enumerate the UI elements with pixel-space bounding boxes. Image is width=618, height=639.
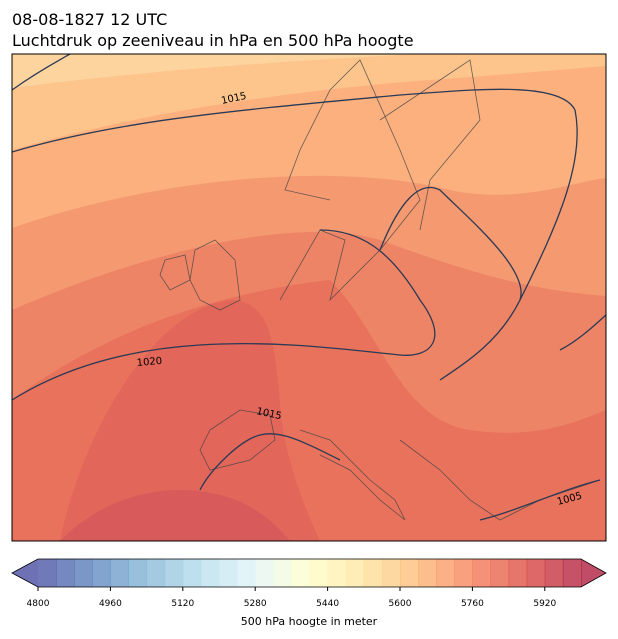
colorbar: 4800 4960 5120 5280 5440 5600 5760 5920 (11, 558, 607, 609)
colorbar-segment (490, 559, 510, 587)
colorbar-segment (237, 559, 256, 587)
colorbar-segment (200, 559, 220, 587)
isobar-label-group: 1015 1020 1015 1005 (136, 91, 583, 508)
colorbar-segment (164, 559, 184, 587)
title-date: 08-08-1827 12 UTC (12, 10, 167, 29)
map-area: 1015 1020 1015 1005 (12, 54, 606, 541)
colorbar-segment (309, 559, 329, 587)
colorbar-segment (400, 559, 419, 587)
colorbar-segment (345, 559, 365, 587)
isobar-label: 1015 (220, 91, 247, 107)
colorbar-frame (11, 558, 607, 588)
colorbar-segment (544, 559, 564, 587)
colorbar-tick-label: 4800 (27, 599, 50, 609)
colorbar-segment (472, 559, 491, 587)
colorbar-extend-high (581, 559, 606, 587)
colorbar-segment (146, 559, 166, 587)
colorbar-segment (508, 559, 528, 587)
colorbar-segment (327, 559, 347, 587)
colorbar-segment (436, 559, 455, 587)
isobar-label: 1015 (255, 406, 282, 422)
isobar-label: 1020 (136, 356, 162, 369)
colorbar-segment (562, 559, 582, 587)
colorbar-segment (255, 559, 274, 587)
colorbar-tick-label: 5600 (389, 599, 412, 609)
colorbar-segment (38, 559, 57, 587)
colorbar-segment (418, 559, 437, 587)
height-band (60, 490, 290, 541)
isobars (12, 54, 606, 521)
colorbar-tick-label: 5760 (461, 599, 484, 609)
colorbar-tick-label: 5920 (533, 599, 556, 609)
colorbar-segment (454, 559, 473, 587)
colorbar-segment (92, 559, 111, 587)
colorbar-tick-label: 5120 (171, 599, 194, 609)
coastlines (159, 59, 601, 521)
title: Luchtdruk op zeeniveau in hPa en 500 hPa… (12, 31, 414, 50)
colorbar-segment (381, 559, 401, 587)
colorbar-label: 500 hPa hoogte in meter (241, 615, 378, 628)
colorbar-segment (182, 559, 202, 587)
colorbar-tick-label: 4960 (99, 599, 122, 609)
colorbar-segment (128, 559, 148, 587)
colorbar-segment (219, 559, 238, 587)
colorbar-tick-label: 5440 (316, 599, 339, 609)
colorbar-segment (110, 559, 129, 587)
colorbar-tick-label: 5280 (244, 599, 267, 609)
map-frame (11, 53, 607, 542)
colorbar-extend-low (12, 559, 38, 587)
colorbar-segment (273, 559, 292, 587)
colorbar-segment (363, 559, 383, 587)
colorbar-segment (291, 559, 310, 587)
colorbar-segment (74, 559, 93, 587)
colorbar-segment (526, 559, 546, 587)
colorbar-segment (56, 559, 75, 587)
height-band (60, 300, 320, 541)
